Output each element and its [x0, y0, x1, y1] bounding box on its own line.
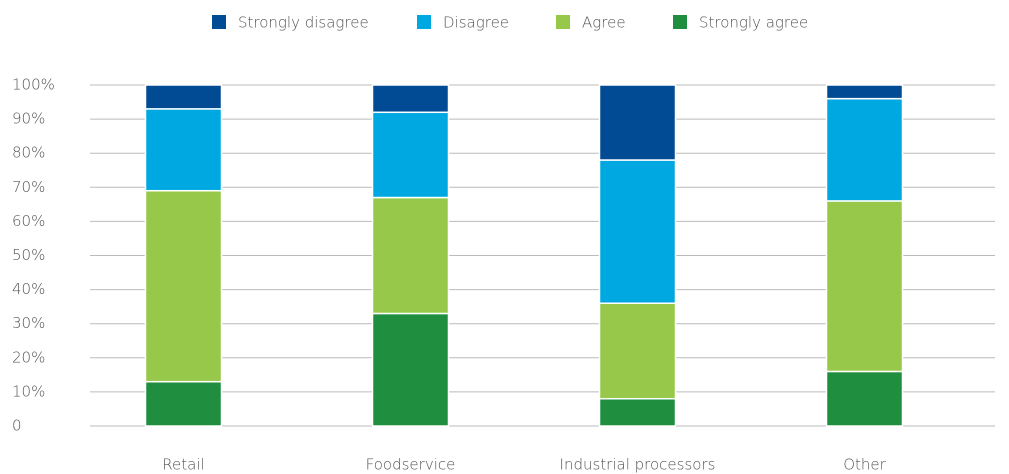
x-tick-label: Foodservice: [366, 456, 456, 474]
x-tick-label: Industrial processors: [560, 456, 716, 474]
bar-segment: [598, 397, 677, 427]
bar-segment: [144, 380, 223, 427]
bar-segment: [598, 159, 677, 304]
legend-swatch: [212, 15, 226, 29]
y-tick-label: 80%: [12, 144, 45, 162]
bar-segment: [825, 84, 904, 100]
y-tick-label: 90%: [12, 110, 45, 128]
x-tick-label: Other: [843, 456, 886, 474]
bar-segment: [598, 302, 677, 400]
legend-label: Agree: [582, 14, 626, 32]
y-tick-label: 60%: [12, 212, 45, 230]
y-tick-label: 70%: [12, 178, 45, 196]
y-tick-label: 50%: [12, 246, 45, 264]
bar-segment: [371, 196, 450, 315]
y-tick-label: 40%: [12, 280, 45, 298]
bar-segment: [598, 84, 677, 161]
y-tick-label: 30%: [12, 314, 45, 332]
legend-label: Strongly disagree: [238, 14, 369, 32]
bar-segment: [371, 84, 450, 114]
bar-segment: [825, 370, 904, 427]
x-tick-label: Retail: [162, 456, 204, 474]
legend-label: Disagree: [443, 14, 509, 32]
bar-segment: [371, 111, 450, 199]
bar-segment: [144, 108, 223, 192]
legend-swatch: [556, 15, 570, 29]
y-tick-label: 0: [12, 417, 22, 435]
bar-segment: [144, 189, 223, 383]
y-tick-label: 100%: [12, 76, 55, 94]
bar-segment: [825, 97, 904, 202]
y-tick-label: 20%: [12, 348, 45, 366]
bar-segment: [371, 312, 450, 427]
legend-swatch: [673, 15, 687, 29]
bar-segment: [825, 200, 904, 373]
bar-segment: [144, 84, 223, 110]
legend-label: Strongly agree: [699, 14, 808, 32]
legend-swatch: [417, 15, 431, 29]
y-tick-label: 10%: [12, 382, 45, 400]
